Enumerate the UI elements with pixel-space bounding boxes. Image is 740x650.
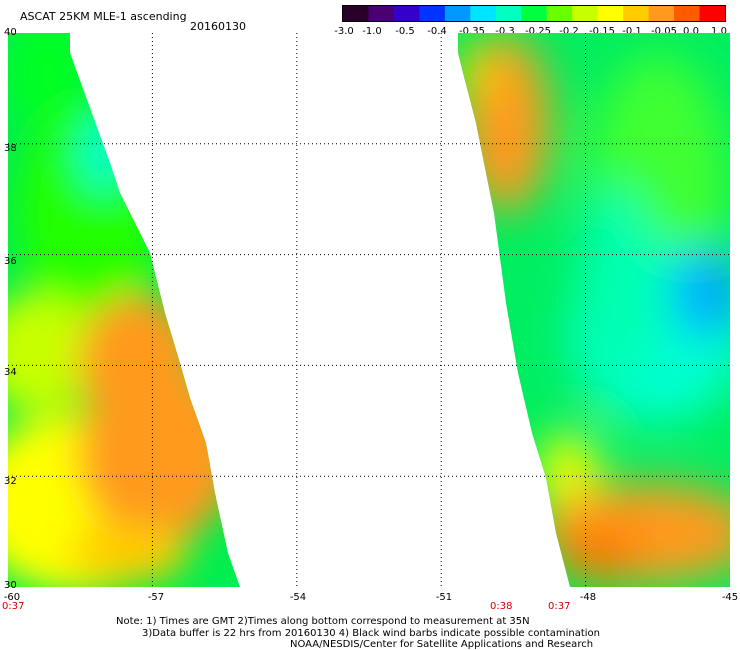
lat-label: 36 [4, 256, 17, 267]
colorbar-segment [572, 6, 599, 21]
colorbar-segment [546, 6, 573, 21]
lon-label: -48 [579, 592, 597, 603]
colorbar-tick: -3.0 [334, 26, 354, 37]
colorbar-tick: 1.0 [711, 26, 727, 37]
colorbar-segment [470, 6, 497, 21]
time-label: 0:37 [548, 601, 571, 612]
colorbar-tick: -0.3 [495, 26, 515, 37]
colorbar-segment [699, 6, 726, 21]
colorbar-segment [521, 6, 548, 21]
right-swath [458, 33, 730, 587]
product-title: ASCAT 25KM MLE-1 ascending [20, 10, 187, 23]
colorbar-segment [623, 6, 650, 21]
colorbar-tick: -0.05 [651, 26, 677, 37]
lat-label: 32 [4, 476, 17, 487]
lon-label: -54 [289, 592, 307, 603]
colorbar-segment [343, 6, 369, 21]
colorbar-segment [368, 6, 395, 21]
colorbar-segment [393, 6, 420, 21]
lon-label: -57 [147, 592, 165, 603]
colorbar-segment [419, 6, 446, 21]
colorbar [342, 5, 726, 22]
colorbar-tick: -0.4 [427, 26, 447, 37]
time-label: 0:38 [490, 601, 513, 612]
lat-label: 38 [4, 143, 17, 154]
colorbar-tick: -0.25 [525, 26, 551, 37]
colorbar-segment [648, 6, 675, 21]
lat-label: 40 [4, 27, 17, 38]
footnote-credit: NOAA/NESDIS/Center for Satellite Applica… [290, 639, 594, 650]
colorbar-tick: -0.15 [589, 26, 615, 37]
left-swath [8, 33, 240, 587]
lon-label: -51 [435, 592, 453, 603]
lon-label: -60 [3, 592, 21, 603]
colorbar-tick: -0.1 [622, 26, 642, 37]
colorbar-segment [495, 6, 522, 21]
colorbar-tick: 0.0 [683, 26, 699, 37]
colorbar-gradient [343, 6, 726, 21]
colorbar-segment [597, 6, 624, 21]
swath-map [8, 33, 730, 587]
footnote-line-1: Note: 1) Times are GMT 2)Times along bot… [116, 616, 530, 627]
colorbar-tick: -1.0 [362, 26, 382, 37]
time-label: 0:37 [2, 601, 25, 612]
lat-label: 30 [4, 580, 17, 591]
colorbar-tick: -0.5 [395, 26, 415, 37]
colorbar-tick: -0.35 [459, 26, 485, 37]
lon-label: -45 [721, 592, 739, 603]
colorbar-segment [444, 6, 471, 21]
footnote-line-2: 3)Data buffer is 22 hrs from 20160130 4)… [142, 628, 600, 639]
colorbar-segment [674, 6, 701, 21]
colorbar-tick: -0.2 [559, 26, 579, 37]
product-date: 20160130 [190, 20, 246, 33]
graticule [8, 33, 730, 587]
lat-label: 34 [4, 367, 17, 378]
